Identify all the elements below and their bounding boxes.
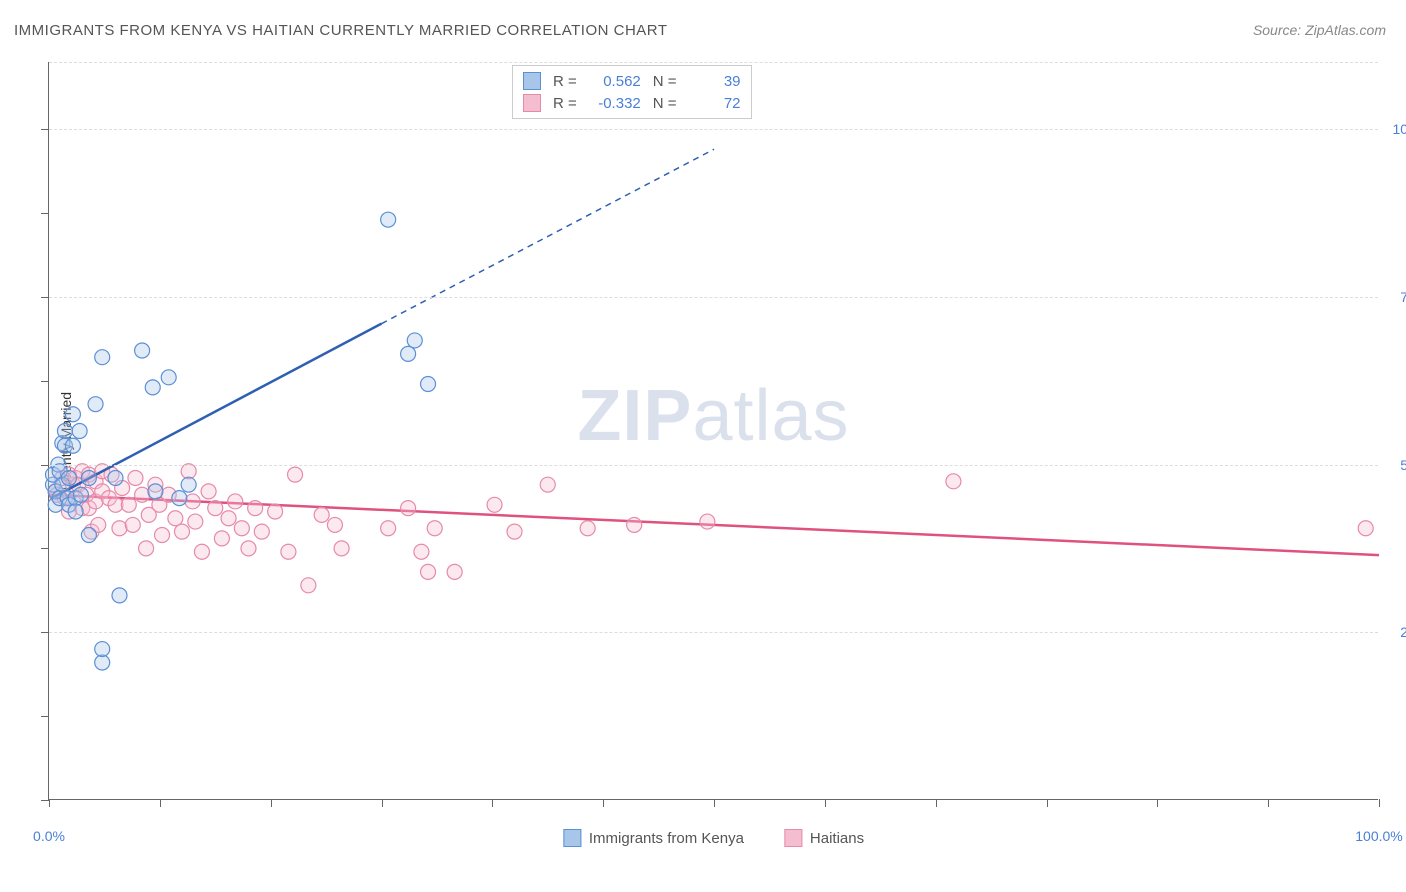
x-tick [936,799,937,807]
y-tick [41,465,49,466]
gridline [49,297,1378,298]
gridline [49,465,1378,466]
n-value-haitians: 72 [685,95,741,112]
gridline [49,129,1378,130]
x-tick [492,799,493,807]
legend-label-kenya: Immigrants from Kenya [589,830,744,847]
y-tick-label: 100.0% [1393,121,1406,137]
x-tick [1379,799,1380,807]
swatch-kenya-icon [523,72,541,90]
gridline [49,62,1378,63]
y-tick [41,297,49,298]
x-tick [1157,799,1158,807]
x-tick [160,799,161,807]
x-tick [271,799,272,807]
x-tick-label: 100.0% [1355,828,1402,844]
y-tick [41,213,49,214]
x-tick [603,799,604,807]
legend-series: Immigrants from Kenya Haitians [563,829,864,847]
y-tick [41,632,49,633]
x-tick [1047,799,1048,807]
x-tick-label: 0.0% [33,828,65,844]
y-tick-label: 75.0% [1400,289,1406,305]
x-tick [825,799,826,807]
legend-item-haitians: Haitians [784,829,864,847]
legend-stats-row-haitians: R = -0.332 N = 72 [523,92,741,114]
swatch-kenya-icon [563,829,581,847]
swatch-haitians-icon [784,829,802,847]
x-tick [1268,799,1269,807]
y-tick [41,381,49,382]
x-tick [714,799,715,807]
plot-area: ZIPatlas R = 0.562 N = 39 R = -0.332 N =… [48,62,1378,800]
legend-stats-row-kenya: R = 0.562 N = 39 [523,70,741,92]
swatch-haitians-icon [523,94,541,112]
r-label: R = [553,95,577,112]
source-name: ZipAtlas.com [1305,22,1386,38]
legend-label-haitians: Haitians [810,830,864,847]
chart-title: IMMIGRANTS FROM KENYA VS HAITIAN CURRENT… [14,22,668,39]
n-label: N = [653,95,677,112]
y-tick [41,129,49,130]
x-tick [382,799,383,807]
n-label: N = [653,73,677,90]
r-value-haitians: -0.332 [585,95,641,112]
r-label: R = [553,73,577,90]
chart-svg [49,62,1378,799]
source-prefix: Source: [1253,22,1305,38]
source-attribution: Source: ZipAtlas.com [1253,22,1386,38]
y-tick [41,716,49,717]
n-value-kenya: 39 [685,73,741,90]
y-tick [41,800,49,801]
r-value-kenya: 0.562 [585,73,641,90]
y-tick-label: 50.0% [1400,457,1406,473]
legend-item-kenya: Immigrants from Kenya [563,829,744,847]
legend-stats: R = 0.562 N = 39 R = -0.332 N = 72 [512,65,752,119]
gridline [49,632,1378,633]
y-tick [41,548,49,549]
x-tick [49,799,50,807]
y-tick-label: 25.0% [1400,624,1406,640]
